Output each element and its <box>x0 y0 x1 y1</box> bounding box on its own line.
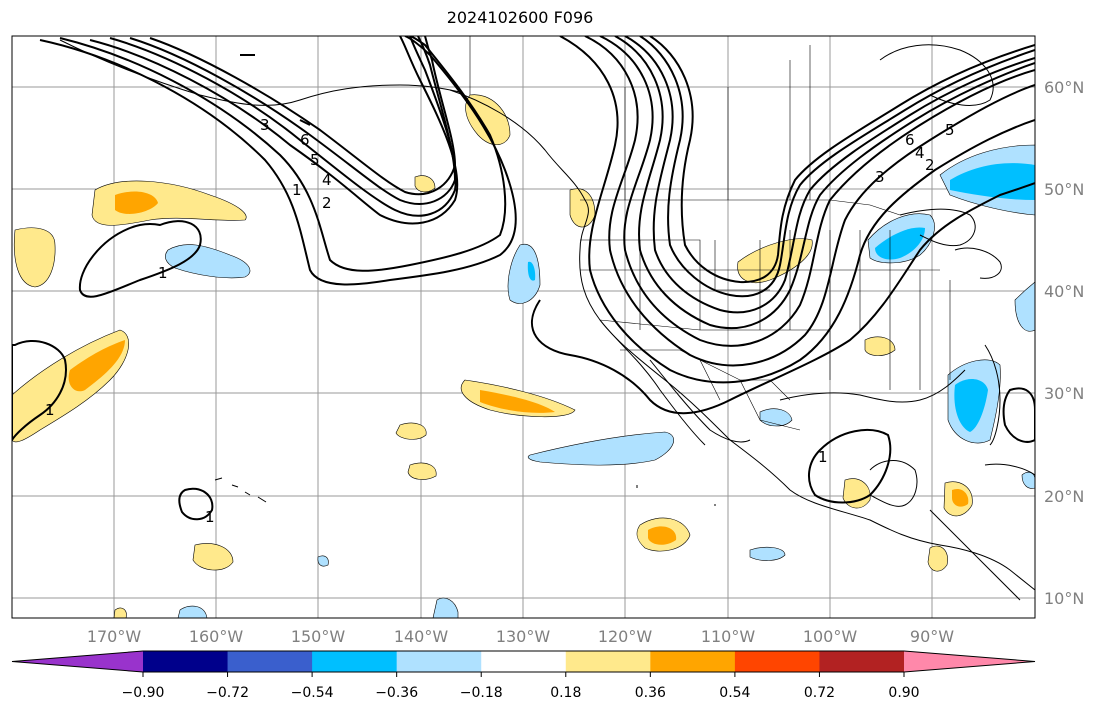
colorbar-segment <box>565 651 651 672</box>
contour-label: 1 <box>205 508 215 526</box>
colorbar-extend-high <box>904 651 1035 672</box>
contour-label: 1 <box>158 264 168 282</box>
map-title: 2024102600 F096 <box>446 8 594 27</box>
longitude-labels: 170°W 160°W 150°W 140°W 130°W 120°W 110°… <box>87 627 954 646</box>
lat-label: 50°N <box>1044 180 1084 199</box>
colorbar-segment <box>312 651 398 672</box>
lat-label: 30°N <box>1044 384 1084 403</box>
contour-label: 1 <box>45 401 55 419</box>
colorbar-tick-label: 0.18 <box>550 685 581 701</box>
colorbar-segment <box>143 651 229 672</box>
colorbar-tick-label: −0.90 <box>122 685 165 701</box>
lat-label: 20°N <box>1044 487 1084 506</box>
lon-label: 150°W <box>291 627 346 646</box>
anomaly-shading <box>12 94 1035 618</box>
contour-label: 3 <box>875 168 885 186</box>
contour-label: 4 <box>322 171 332 189</box>
latitude-labels: 60°N 50°N 40°N 30°N 20°N 10°N <box>1044 78 1084 608</box>
lon-label: 100°W <box>803 627 858 646</box>
colorbar-extend-low <box>12 651 143 672</box>
colorbar-tick-label: 0.54 <box>719 685 750 701</box>
contour-label: 4 <box>915 144 925 162</box>
lon-label: 160°W <box>189 627 244 646</box>
lon-label: 90°W <box>910 627 954 646</box>
contour-label: 6 <box>905 131 915 149</box>
lat-label: 10°N <box>1044 589 1084 608</box>
colorbar-tick-label: −0.18 <box>460 685 503 701</box>
contour-label: 3 <box>260 116 270 134</box>
lon-label: 140°W <box>394 627 449 646</box>
contour-label: 5 <box>945 121 955 139</box>
colorbar-tick-label: 0.90 <box>888 685 919 701</box>
colorbar-segment <box>650 651 736 672</box>
contour-label: 1 <box>818 448 828 466</box>
colorbar <box>11 650 1036 673</box>
colorbar-segment <box>396 651 482 672</box>
coastlines <box>59 39 1035 601</box>
lat-label: 40°N <box>1044 282 1084 301</box>
contour-lines <box>12 36 1035 521</box>
colorbar-segment <box>481 651 567 672</box>
contour-label: 1 <box>292 181 302 199</box>
colorbar-tick-label: −0.54 <box>291 685 334 701</box>
lon-label: 170°W <box>87 627 142 646</box>
lat-label: 60°N <box>1044 78 1084 97</box>
contour-label: 5 <box>310 151 320 169</box>
colorbar-tick-label: −0.36 <box>375 685 418 701</box>
map-frame <box>11 35 1036 619</box>
contour-label: 2 <box>322 194 332 212</box>
lon-label: 120°W <box>598 627 653 646</box>
contour-label-group: 3 6 5 4 1 2 1 1 1 1 3 6 4 2 5 <box>45 116 955 526</box>
colorbar-segment <box>734 651 820 672</box>
colorbar-segment <box>819 651 905 672</box>
lon-label: 130°W <box>496 627 551 646</box>
colorbar-tick-labels: −0.90 −0.72 −0.54 −0.36 −0.18 0.18 0.36 0.54 0.7… <box>122 672 920 701</box>
colorbar-segment <box>227 651 313 672</box>
colorbar-tick-label: 0.36 <box>635 685 666 701</box>
contour-label: 6 <box>300 131 310 149</box>
contour-label: 2 <box>925 156 935 174</box>
lon-label: 110°W <box>701 627 756 646</box>
colorbar-tick-label: −0.72 <box>206 685 249 701</box>
colorbar-tick-label: 0.72 <box>804 685 835 701</box>
